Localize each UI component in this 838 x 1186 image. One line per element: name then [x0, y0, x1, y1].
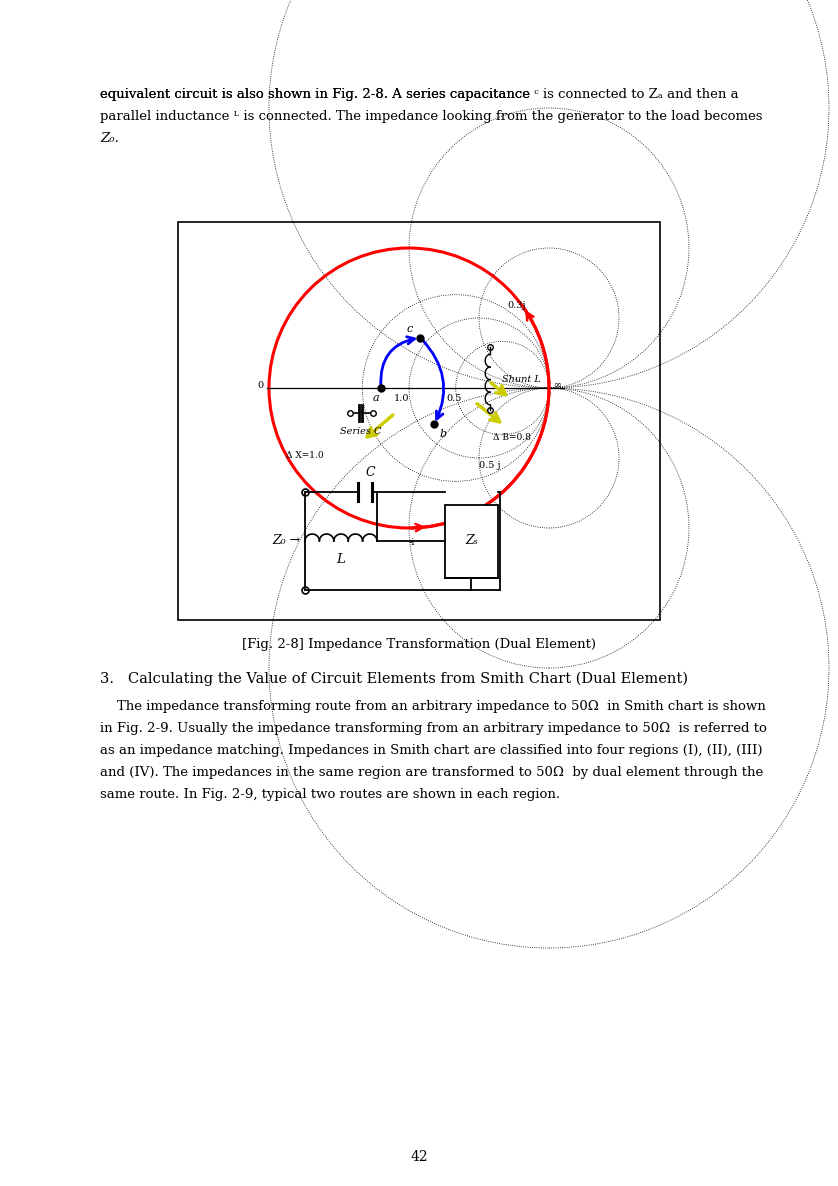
- Text: a: a: [373, 393, 380, 403]
- Text: 0.3j: 0.3j: [507, 301, 525, 311]
- Text: Zₛ: Zₛ: [465, 535, 478, 548]
- Text: b: b: [439, 429, 447, 439]
- Circle shape: [269, 248, 549, 528]
- Text: in Fig. 2-9. Usually the impedance transforming from an arbitrary impedance to 5: in Fig. 2-9. Usually the impedance trans…: [100, 722, 767, 735]
- Text: equivalent circuit is also shown in Fig. 2-8. A series capacitance ᶜ is connecte: equivalent circuit is also shown in Fig.…: [100, 88, 738, 101]
- Text: parallel inductance ᴸ is connected. The impedance looking from the generator to : parallel inductance ᴸ is connected. The …: [100, 110, 763, 123]
- Text: C: C: [365, 466, 375, 479]
- Text: Δ B=0.8: Δ B=0.8: [493, 434, 531, 442]
- Text: 0.5: 0.5: [446, 394, 462, 403]
- Text: Δ X=1.0: Δ X=1.0: [286, 452, 323, 460]
- Text: 3.   Calculating the Value of Circuit Elements from Smith Chart (Dual Element): 3. Calculating the Value of Circuit Elem…: [100, 672, 688, 687]
- Text: c: c: [406, 324, 412, 333]
- Text: L: L: [337, 553, 345, 566]
- Text: same route. In Fig. 2-9, typical two routes are shown in each region.: same route. In Fig. 2-9, typical two rou…: [100, 788, 560, 801]
- Text: 0.5 j: 0.5 j: [479, 461, 500, 471]
- Text: 0: 0: [257, 382, 263, 390]
- Text: Z₀ →: Z₀ →: [272, 535, 300, 548]
- Text: and (IV). The impedances in the same region are transformed to 50Ω  by dual elem: and (IV). The impedances in the same reg…: [100, 766, 763, 779]
- Text: Shunt L: Shunt L: [502, 375, 541, 384]
- Text: equivalent circuit is also shown in Fig. 2-8. A series capacitance: equivalent circuit is also shown in Fig.…: [100, 88, 535, 101]
- Text: ∞: ∞: [554, 382, 562, 390]
- Text: The impedance transforming route from an arbitrary impedance to 50Ω  in Smith ch: The impedance transforming route from an…: [100, 700, 766, 713]
- Text: 1.0: 1.0: [394, 394, 410, 403]
- Bar: [445, 505, 498, 578]
- Bar: [178, 222, 660, 620]
- Text: [Fig. 2-8] Impedance Transformation (Dual Element): [Fig. 2-8] Impedance Transformation (Dua…: [242, 638, 596, 651]
- Text: Z₀.: Z₀.: [100, 132, 119, 145]
- Text: Series C: Series C: [340, 427, 382, 436]
- Text: as an impedance matching. Impedances in Smith chart are classified into four reg: as an impedance matching. Impedances in …: [100, 744, 763, 757]
- Text: equivalent circuit is also shown in Fig. 2-8. A series capacitance ᶜ is connecte: equivalent circuit is also shown in Fig.…: [100, 88, 738, 101]
- Text: 42: 42: [410, 1150, 428, 1163]
- Text: -i: -i: [409, 538, 415, 547]
